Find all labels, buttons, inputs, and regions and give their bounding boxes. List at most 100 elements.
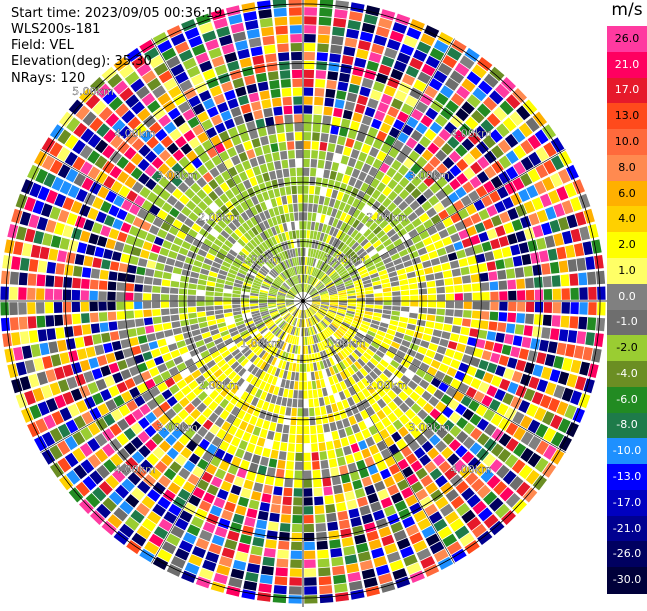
radar-gate xyxy=(266,275,274,282)
radar-gate xyxy=(184,27,200,40)
radar-gate xyxy=(228,370,237,380)
radar-gate xyxy=(293,203,298,212)
radar-gate xyxy=(49,462,64,478)
radar-gate xyxy=(119,64,135,79)
radar-gate xyxy=(331,403,339,413)
radar-gate xyxy=(303,132,312,141)
radar-gate xyxy=(525,313,534,325)
radar-gate xyxy=(276,302,285,304)
radar-gate xyxy=(334,239,342,249)
radar-gate xyxy=(304,595,318,604)
radar-gate xyxy=(320,306,328,311)
radar-gate xyxy=(312,302,321,304)
radar-gate xyxy=(125,457,139,471)
radar-gate xyxy=(45,189,58,204)
radar-gate xyxy=(366,530,379,542)
radar-gate xyxy=(350,589,365,600)
radar-gate xyxy=(289,306,297,313)
radar-gate xyxy=(291,257,296,267)
radar-gate xyxy=(18,302,27,315)
radar-gate xyxy=(197,249,208,257)
radar-gate xyxy=(292,87,303,96)
radar-gate xyxy=(293,96,303,105)
radar-gate xyxy=(287,315,293,323)
radar-gate xyxy=(404,397,415,408)
radar-gate xyxy=(121,110,135,124)
radar-gate xyxy=(420,115,433,128)
azimuth-spoke xyxy=(40,149,304,302)
radar-gate xyxy=(303,434,310,444)
radar-gate xyxy=(346,28,360,39)
radar-gate xyxy=(516,313,525,324)
radar-gate xyxy=(438,209,449,220)
radar-gate xyxy=(219,150,230,162)
radar-gate xyxy=(277,414,285,424)
radar-gate xyxy=(476,418,489,431)
radar-gate xyxy=(327,256,334,265)
radar-gate xyxy=(339,232,347,241)
radar-gate xyxy=(482,218,494,230)
radar-gate xyxy=(208,346,218,354)
radar-gate xyxy=(392,306,401,311)
radar-gate xyxy=(561,230,573,245)
azimuth-spoke xyxy=(151,38,304,302)
radar-gate xyxy=(311,380,317,390)
radar-gate xyxy=(349,270,359,277)
radar-gate xyxy=(261,314,270,319)
radar-gate xyxy=(141,391,153,402)
radar-gate xyxy=(137,362,148,373)
radar-gate xyxy=(311,294,320,298)
radar-gate xyxy=(170,243,181,253)
radar-gate xyxy=(393,223,404,233)
radar-gate xyxy=(277,294,286,298)
radar-gate xyxy=(9,302,18,316)
radar-gate xyxy=(318,567,331,577)
radar-gate xyxy=(90,510,105,525)
radar-gate xyxy=(456,85,471,100)
radar-gate xyxy=(386,424,397,435)
radar-gate xyxy=(100,225,111,237)
radar-gate xyxy=(403,206,414,217)
radar-gate xyxy=(219,409,230,420)
radar-gate xyxy=(227,323,236,330)
radar-gate xyxy=(379,162,390,174)
radar-gate xyxy=(227,272,236,279)
radar-gate xyxy=(306,284,310,293)
radar-gate xyxy=(89,301,98,312)
radar-gate xyxy=(290,416,297,426)
radar-gate xyxy=(197,426,208,438)
radar-gate xyxy=(495,365,506,377)
radar-gate xyxy=(238,367,247,377)
radar-gate xyxy=(270,504,281,514)
radar-gate xyxy=(432,454,446,467)
radar-gate xyxy=(216,318,226,324)
radar-gate xyxy=(334,279,343,285)
radar-gate xyxy=(312,278,318,286)
radar-gate xyxy=(329,304,338,307)
radar-gate xyxy=(197,132,209,144)
radar-gate xyxy=(416,434,428,446)
radar-gate xyxy=(196,189,207,200)
radar-gate xyxy=(192,103,205,115)
radar-gate xyxy=(184,337,195,346)
radar-gate xyxy=(148,55,164,69)
radar-gate xyxy=(282,424,290,434)
radar-gate xyxy=(372,280,381,286)
radar-gate xyxy=(361,22,376,34)
radar-gate xyxy=(284,478,293,488)
radar-gate xyxy=(172,440,185,453)
radar-gate xyxy=(486,385,498,398)
radar-gate xyxy=(269,309,278,314)
radar-gate xyxy=(477,484,491,499)
radar-gate xyxy=(241,247,250,256)
radar-gate xyxy=(294,212,299,221)
radar-gate xyxy=(24,196,36,212)
radar-gate xyxy=(223,138,234,150)
radar-gate xyxy=(419,295,428,301)
radar-gate xyxy=(166,55,181,69)
radar-gate xyxy=(144,541,160,555)
radar-gate xyxy=(131,345,142,356)
radar-gate xyxy=(146,453,159,466)
radar-gate xyxy=(401,295,410,301)
radar-gate xyxy=(247,363,256,373)
